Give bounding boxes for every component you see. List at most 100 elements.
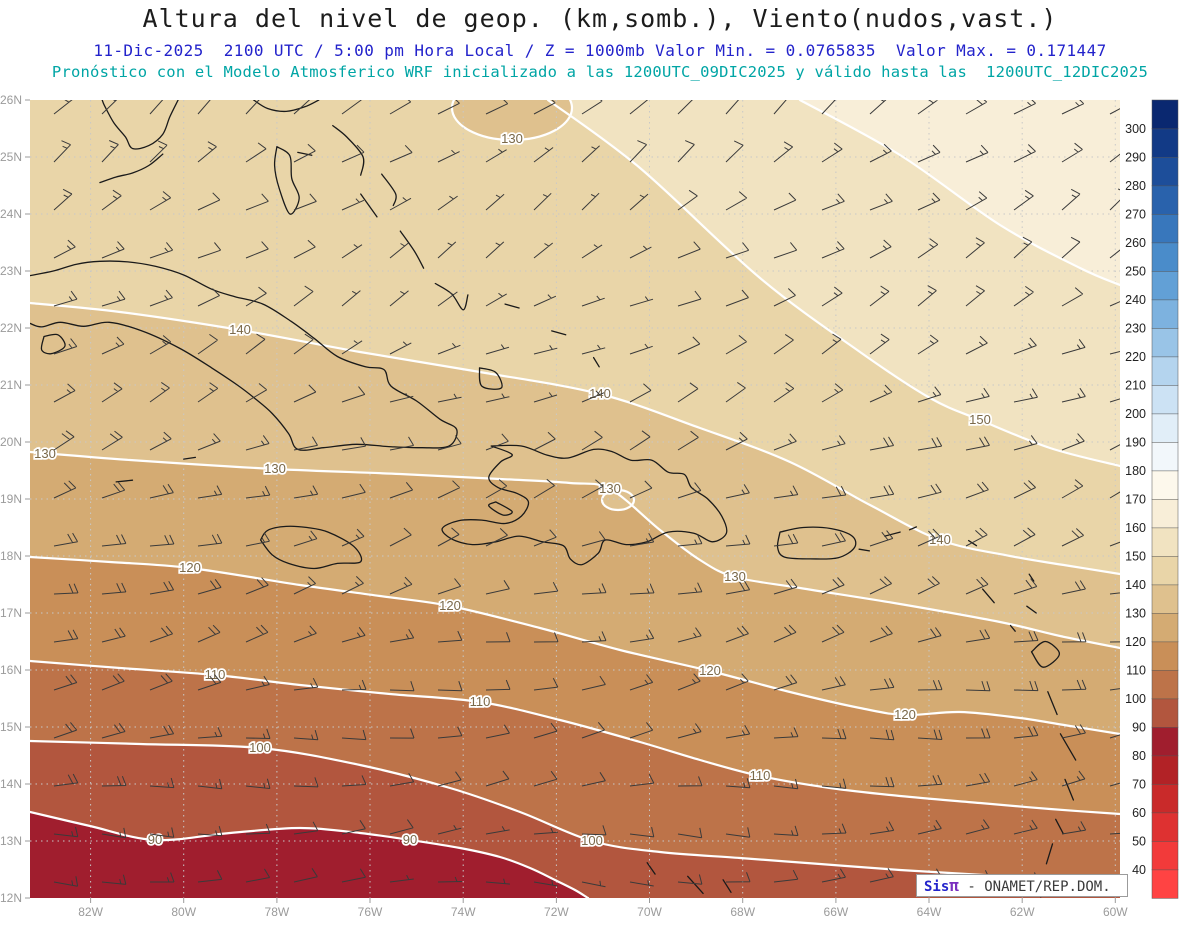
svg-text:140: 140 xyxy=(929,532,951,547)
coastline-mayaguana xyxy=(504,303,520,309)
colorbar-box xyxy=(1151,299,1179,329)
svg-text:74W: 74W xyxy=(451,905,476,919)
coastline-caicos xyxy=(551,330,567,336)
coastline-antigua xyxy=(1026,605,1037,614)
svg-text:170: 170 xyxy=(1125,493,1146,507)
coastline-montserrat xyxy=(1009,624,1016,632)
shading-layer xyxy=(30,100,1120,898)
svg-text:76W: 76W xyxy=(358,905,383,919)
coastline-puerto-rico xyxy=(776,526,857,560)
svg-text:140: 140 xyxy=(229,322,251,337)
colorbar-box xyxy=(1151,726,1179,757)
coastline-turks xyxy=(592,356,600,368)
svg-text:60: 60 xyxy=(1132,806,1146,820)
svg-text:220: 220 xyxy=(1125,350,1146,364)
svg-text:62W: 62W xyxy=(1010,905,1035,919)
coastline-dominica xyxy=(1047,691,1058,716)
coastline-jamaica xyxy=(259,525,363,570)
colorbar-box xyxy=(1151,555,1179,586)
colorbar-box xyxy=(1151,384,1179,415)
svg-text:130: 130 xyxy=(724,569,746,584)
svg-text:150: 150 xyxy=(969,412,991,427)
svg-text:120: 120 xyxy=(699,663,721,678)
colorbar-box xyxy=(1151,156,1179,187)
coastline-cayman-brac xyxy=(183,456,197,460)
svg-text:240: 240 xyxy=(1125,293,1146,307)
svg-text:110: 110 xyxy=(470,694,491,709)
svg-text:130: 130 xyxy=(501,131,523,146)
chart-title: Altura del nivel de geop. (km,somb.), Vi… xyxy=(142,4,1058,33)
svg-text:140: 140 xyxy=(589,386,611,401)
colorbar-box xyxy=(1151,470,1179,500)
svg-text:68W: 68W xyxy=(730,905,755,919)
wind-barbs-layer xyxy=(53,100,1120,888)
svg-text:260: 260 xyxy=(1125,236,1146,250)
svg-text:13N: 13N xyxy=(0,834,22,848)
colorbar-box xyxy=(1151,755,1179,785)
svg-text:12N: 12N xyxy=(0,891,22,905)
colorbar-box xyxy=(1151,270,1179,301)
coastline-eleuthera xyxy=(332,124,365,176)
svg-text:18N: 18N xyxy=(0,549,22,563)
svg-text:100: 100 xyxy=(249,740,271,755)
coastline-grand-bahama xyxy=(252,100,320,113)
coastline-vieques xyxy=(858,548,871,552)
svg-text:78W: 78W xyxy=(265,905,290,919)
coastline-grenadines xyxy=(1045,843,1054,865)
svg-text:120: 120 xyxy=(894,707,916,722)
svg-text:280: 280 xyxy=(1125,179,1146,193)
svg-text:24N: 24N xyxy=(0,207,22,221)
coastline-florida-keys xyxy=(99,153,164,184)
coastline-inagua xyxy=(478,367,503,390)
svg-text:130: 130 xyxy=(34,446,56,461)
svg-text:120: 120 xyxy=(179,560,201,575)
svg-text:80W: 80W xyxy=(171,905,196,919)
svg-text:14N: 14N xyxy=(0,777,22,791)
svg-text:22N: 22N xyxy=(0,321,22,335)
svg-text:70W: 70W xyxy=(637,905,662,919)
svg-text:100: 100 xyxy=(1125,692,1146,706)
contour-labels-layer: 150 140 140 140 130 130 130 130 120 120 120 120 110 1… xyxy=(32,129,992,850)
coastline-guadeloupe xyxy=(1030,640,1061,668)
colorbar-box xyxy=(1151,641,1179,671)
colorbar-box xyxy=(1151,413,1179,443)
chart-subtitle-model: Pronóstico con el Modelo Atmosferico WRF… xyxy=(51,63,1149,81)
svg-text:110: 110 xyxy=(750,768,771,783)
svg-text:26N: 26N xyxy=(0,93,22,107)
coastline-stkitts-nevis xyxy=(981,588,995,604)
svg-text:100: 100 xyxy=(581,833,603,848)
colorbar-box xyxy=(1151,327,1179,358)
svg-text:90: 90 xyxy=(1132,721,1146,735)
coastline-virgin-islands-w xyxy=(884,531,901,537)
svg-text:70: 70 xyxy=(1132,778,1146,792)
svg-text:120: 120 xyxy=(439,598,461,613)
svg-text:180: 180 xyxy=(1125,464,1146,478)
svg-text:130: 130 xyxy=(264,461,286,476)
coastline-long-island xyxy=(399,230,425,269)
svg-text:140: 140 xyxy=(1125,578,1146,592)
coastline-barbuda xyxy=(1028,573,1035,582)
svg-text:60W: 60W xyxy=(1103,905,1128,919)
colorbar-box xyxy=(1151,242,1179,272)
colorbar-box xyxy=(1151,128,1179,158)
svg-text:19N: 19N xyxy=(0,492,22,506)
sispi-logo-pi: π xyxy=(949,876,959,895)
coastline-curacao xyxy=(687,875,704,895)
svg-text:160: 160 xyxy=(1125,521,1146,535)
svg-text:290: 290 xyxy=(1125,151,1146,165)
colorbar-box xyxy=(1151,356,1179,386)
coastline-crooked-acklins xyxy=(434,282,469,311)
lon-axis: 82W 80W 78W 76W 74W 72W 70W 68W 66W 64W 62W 60W xyxy=(78,898,1128,919)
svg-text:250: 250 xyxy=(1125,265,1146,279)
svg-text:25N: 25N xyxy=(0,150,22,164)
chart-subtitle-datetime: 11-Dic-2025 2100 UTC / 5:00 pm Hora Loca… xyxy=(93,41,1107,60)
colorbar-box xyxy=(1151,869,1179,899)
lat-axis: 26N 25N 24N 23N 22N 21N 20N 19N 18N 17N 16N 15N 14N 1… xyxy=(0,93,30,905)
colorbar-box xyxy=(1151,669,1179,700)
colorbar-box xyxy=(1151,840,1179,871)
colorbar-box xyxy=(1151,185,1179,215)
svg-text:15N: 15N xyxy=(0,720,22,734)
coastline-grand-cayman xyxy=(115,479,134,483)
svg-text:66W: 66W xyxy=(824,905,849,919)
